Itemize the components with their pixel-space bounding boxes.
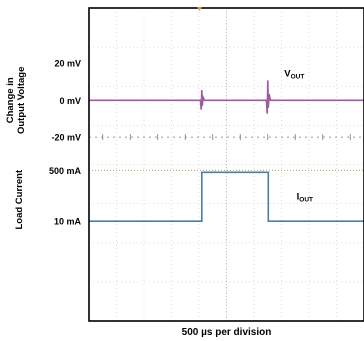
series-trace-1 — [89, 171, 364, 222]
series-trace-0 — [89, 80, 364, 114]
axis-group-labels: Change in Output Voltage Load Current — [5, 67, 27, 230]
tick-labels: 20 mV 0 mV -20 mV 500 mA 10 mA — [49, 58, 82, 226]
axis-group-label: Change in — [5, 77, 16, 123]
tick-label: 20 mV — [54, 58, 81, 68]
tick-label: -20 mV — [51, 133, 81, 143]
tick-label: 500 mA — [49, 166, 82, 176]
axis-group-label: Output Voltage — [16, 67, 27, 134]
series-labels: VOUT IOUT — [284, 68, 313, 203]
series-label-0: VOUT — [284, 68, 304, 80]
traces — [89, 80, 364, 222]
series-label-1: IOUT — [297, 192, 313, 204]
tick-label: 0 mV — [59, 96, 81, 106]
reference-lines — [89, 134, 364, 171]
x-axis-label: 500 µs per division — [182, 327, 272, 338]
trigger-marker — [197, 7, 202, 11]
plot-frame — [88, 7, 364, 322]
tick-label: 10 mA — [54, 217, 82, 227]
axis-group-label: Load Current — [14, 169, 25, 229]
grid — [89, 8, 364, 321]
